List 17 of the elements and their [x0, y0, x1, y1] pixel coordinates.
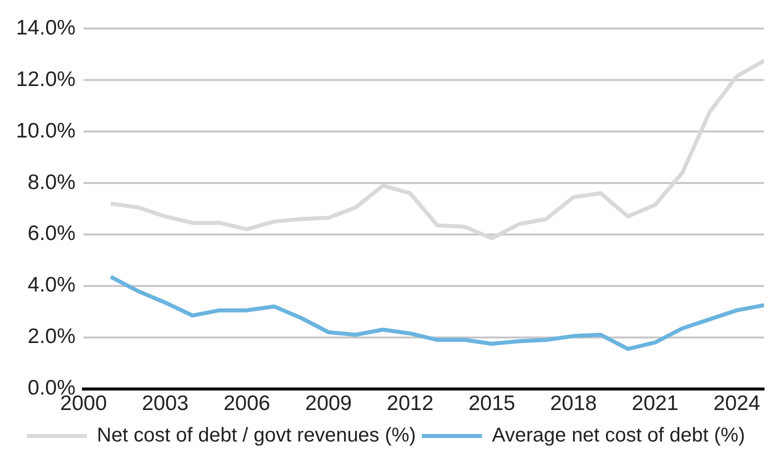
x-tick-label: 2024 — [713, 392, 760, 416]
x-tick-label: 2018 — [550, 392, 597, 416]
legend-label: Average net cost of debt (%) — [492, 424, 746, 447]
y-tick-label: 4.0% — [28, 274, 76, 297]
x-tick-label: 2021 — [632, 392, 678, 416]
y-tick-label: 2.0% — [28, 325, 76, 348]
y-tick-label: 14.0% — [16, 16, 76, 40]
y-tick-label: 8.0% — [28, 170, 76, 194]
x-tick-label: 2009 — [305, 392, 352, 416]
x-tick-label: 2003 — [142, 392, 189, 416]
x-tick-label: 2006 — [223, 392, 270, 416]
y-tick-label: 12.0% — [16, 68, 76, 91]
y-tick-label: 6.0% — [28, 222, 76, 246]
y-tick-label: 10.0% — [16, 119, 76, 142]
x-tick-label: 2015 — [468, 392, 516, 416]
x-tick-label: 2012 — [386, 392, 434, 416]
legend-label: Net cost of debt / govt revenues (%) — [96, 424, 416, 447]
